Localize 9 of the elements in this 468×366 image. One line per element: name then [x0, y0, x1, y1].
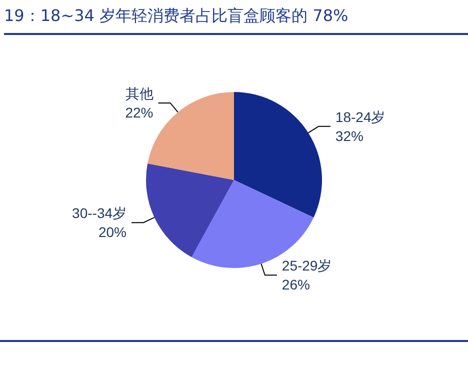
slice-label: 25-29岁	[282, 258, 332, 274]
slice-label: 30--34岁	[72, 205, 127, 222]
data-label: 22%	[125, 104, 154, 120]
slice-label: 其他	[125, 85, 154, 102]
data-label: 26%	[282, 276, 310, 293]
chart-title: 19：18~34 岁年轻消费者占比盲盒顾客的 78%	[4, 6, 468, 35]
data-label: 32%	[335, 128, 364, 144]
slice-label: 18-24岁	[335, 108, 386, 125]
data-label: 20%	[98, 224, 127, 240]
